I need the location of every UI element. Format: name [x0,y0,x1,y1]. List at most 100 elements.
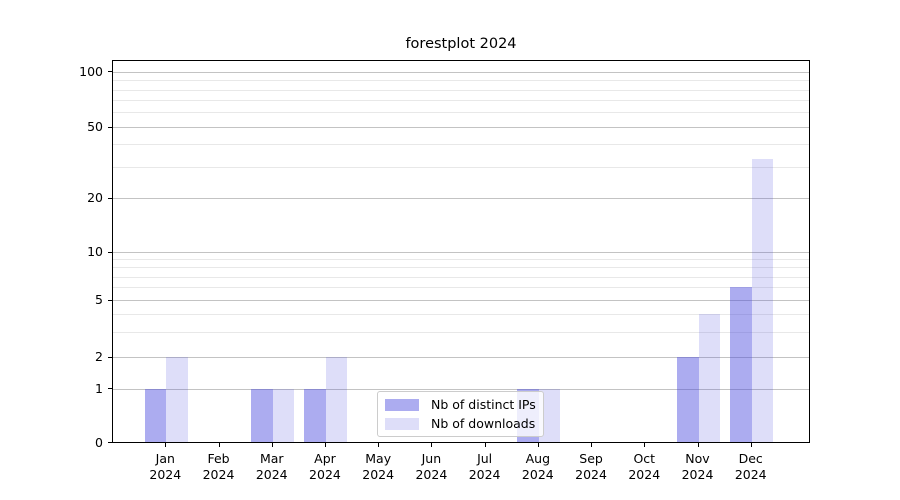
y-tick-20 [108,197,112,199]
bar-ips-apr [304,388,326,442]
gridline-major-20 [113,198,809,199]
x-tick-jan [165,443,167,447]
x-label-year: 2024 [415,466,448,482]
x-label-month: Aug [525,451,551,466]
x-label-month: Mar [259,451,284,466]
gridline-minor-7 [113,276,809,278]
bar-downloads-aug [538,388,561,442]
plot-area: Nb of distinct IPs Nb of downloads [112,60,810,443]
y-tick-label-2: 2 [95,349,103,364]
bar-downloads-nov [698,313,720,442]
gridline-major-100 [113,71,809,73]
x-tick-label-oct: Oct 2024 [612,451,676,482]
x-label-year: 2024 [362,466,395,482]
x-tick-label-jul: Jul 2024 [453,451,517,482]
y-tick-0 [108,442,112,443]
x-label-year: 2024 [681,466,714,482]
x-label-year: 2024 [202,466,235,482]
x-label-month: Oct [633,451,656,466]
y-tick-label-20: 20 [87,190,103,205]
gridline-minor-90 [113,80,809,82]
legend-item-downloads: Nb of downloads [385,416,536,432]
gridline-minor-6 [113,287,809,289]
x-tick-feb [218,443,220,447]
bar-ips-mar [251,388,273,442]
x-label-year: 2024 [521,466,554,482]
x-tick-label-jan: Jan 2024 [133,451,197,482]
gridline-minor-8 [113,267,809,269]
gridline-major-2 [113,357,809,358]
y-tick-50 [108,126,112,128]
x-label-month: Jul [477,451,493,466]
x-label-month: Sep [579,451,603,466]
x-tick-jun [431,443,433,447]
x-tick-jul [484,443,486,447]
x-tick-sep [591,443,593,447]
x-label-month: Jan [155,451,175,466]
bar-downloads-jan [166,357,188,442]
x-tick-mar [271,443,273,447]
x-label-year: 2024 [575,466,607,482]
bar-ips-jan [144,388,167,442]
y-tick-100 [108,71,112,73]
legend-item-ips: Nb of distinct IPs [385,397,536,413]
legend-label-ips: Nb of distinct IPs [431,397,536,412]
x-tick-label-apr: Apr 2024 [293,451,357,482]
gridline-major-1 [113,388,809,390]
x-tick-label-feb: Feb 2024 [187,451,251,482]
x-tick-nov [697,443,699,447]
x-tick-may [378,443,380,447]
legend-label-downloads: Nb of downloads [431,416,536,431]
legend: Nb of distinct IPs Nb of downloads [377,391,544,437]
x-label-year: 2024 [628,466,661,482]
legend-swatch-ips [385,398,419,411]
x-label-year: 2024 [468,466,501,482]
x-label-month: Apr [314,451,336,466]
x-tick-dec [750,443,752,447]
y-tick-label-0: 0 [95,434,103,450]
x-tick-label-nov: Nov 2024 [666,451,730,482]
x-label-month: Jun [421,451,442,466]
x-label-year: 2024 [309,466,341,482]
legend-swatch-downloads [385,417,419,430]
x-tick-label-dec: Dec 2024 [719,451,783,482]
x-label-month: Feb [207,451,230,466]
x-tick-label-mar: Mar 2024 [240,451,304,482]
bar-ips-nov [677,357,699,442]
bar-downloads-mar [272,388,295,442]
gridline-minor-60 [113,112,809,114]
chart-title: forestplot 2024 [405,36,517,52]
gridline-minor-40 [113,144,809,146]
gridline-minor-80 [113,89,809,91]
x-label-month: May [365,451,392,466]
y-tick-1 [108,388,112,390]
gridline-minor-4 [113,313,809,315]
x-label-year: 2024 [734,466,767,482]
gridline-major-50 [113,127,809,128]
y-tick-label-1: 1 [95,380,103,396]
gridline-major-5 [113,300,809,301]
x-label-year: 2024 [149,466,182,482]
x-tick-aug [537,443,539,447]
gridline-minor-70 [113,100,809,102]
bar-downloads-apr [325,357,348,442]
x-label-year: 2024 [255,466,288,482]
y-tick-5 [108,299,112,301]
x-tick-oct [644,443,646,447]
x-label-month: Nov [685,451,710,466]
bar-downloads-dec [751,159,774,442]
y-tick-2 [108,356,112,358]
y-tick-label-50: 50 [87,119,103,134]
gridline-major-10 [113,252,809,253]
x-label-month: Dec [738,451,763,466]
y-tick-10 [108,251,112,253]
y-tick-label-5: 5 [95,292,103,307]
gridline-minor-30 [113,166,809,168]
x-tick-label-jun: Jun 2024 [399,451,463,482]
x-tick-label-may: May 2024 [346,451,410,482]
x-tick-label-sep: Sep 2024 [559,451,623,482]
x-tick-apr [324,443,326,447]
gridline-minor-9 [113,259,809,261]
y-tick-label-10: 10 [87,244,103,259]
